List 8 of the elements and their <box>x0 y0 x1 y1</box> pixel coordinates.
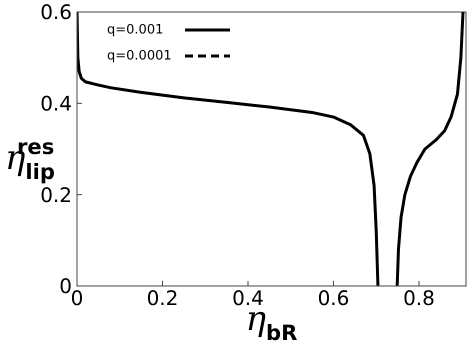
y-tick-label: 0.4 <box>40 91 72 116</box>
x-tick-label: 0.8 <box>403 286 435 310</box>
x-tick-label: 0.6 <box>318 286 350 310</box>
y-tick-label: 0.2 <box>40 182 72 207</box>
legend-label: q=0.0001 <box>107 48 172 64</box>
y-tick-label: 0.6 <box>40 0 72 24</box>
legend-label: q=0.001 <box>107 22 164 38</box>
x-tick-label: 0.2 <box>146 286 178 310</box>
